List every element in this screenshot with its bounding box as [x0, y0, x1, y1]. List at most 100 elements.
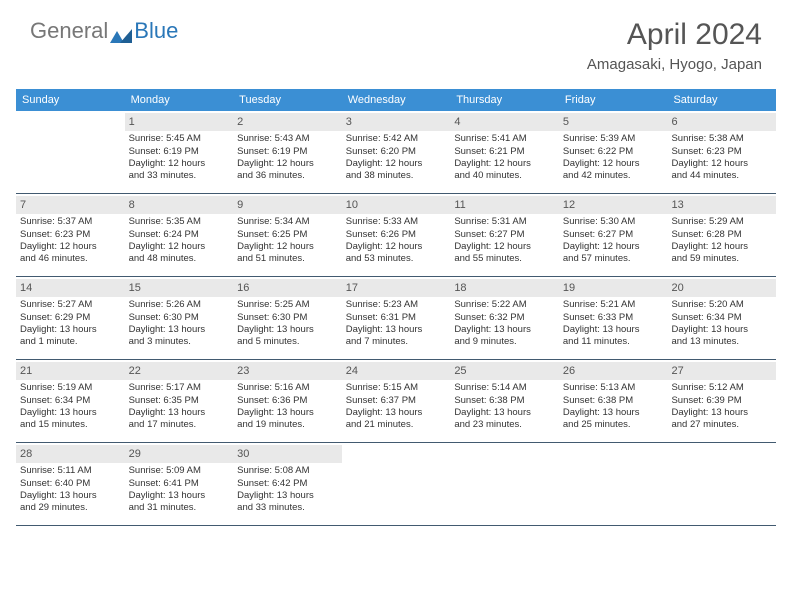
day-info-line: and 40 minutes.	[454, 170, 555, 182]
day-info-line: Sunrise: 5:16 AM	[237, 382, 338, 394]
day-info-line: Daylight: 13 hours	[671, 407, 772, 419]
day-number: 9	[233, 196, 342, 214]
day-cell: 1Sunrise: 5:45 AMSunset: 6:19 PMDaylight…	[125, 111, 234, 193]
day-number: 21	[16, 362, 125, 380]
day-cell: 5Sunrise: 5:39 AMSunset: 6:22 PMDaylight…	[559, 111, 668, 193]
day-info-line: Daylight: 13 hours	[237, 490, 338, 502]
day-info-line: and 1 minute.	[20, 336, 121, 348]
day-info-line: Daylight: 13 hours	[563, 324, 664, 336]
dow-cell: Saturday	[667, 89, 776, 111]
day-info-line: Daylight: 13 hours	[129, 324, 230, 336]
day-info-line: Daylight: 12 hours	[129, 241, 230, 253]
day-info-line: Daylight: 13 hours	[346, 324, 447, 336]
day-number: 24	[342, 362, 451, 380]
day-info-line: Daylight: 12 hours	[563, 158, 664, 170]
day-info-line: and 57 minutes.	[563, 253, 664, 265]
day-number: 27	[667, 362, 776, 380]
day-cell: 19Sunrise: 5:21 AMSunset: 6:33 PMDayligh…	[559, 277, 668, 359]
day-info-line: Daylight: 13 hours	[20, 490, 121, 502]
day-info-line: Sunrise: 5:26 AM	[129, 299, 230, 311]
day-info-line: Sunset: 6:26 PM	[346, 229, 447, 241]
day-info-line: Sunrise: 5:38 AM	[671, 133, 772, 145]
day-number: 8	[125, 196, 234, 214]
day-info-line: Daylight: 13 hours	[129, 407, 230, 419]
dow-cell: Tuesday	[233, 89, 342, 111]
day-info-line: Daylight: 12 hours	[454, 241, 555, 253]
day-info-line: Sunset: 6:22 PM	[563, 146, 664, 158]
day-info-line: Daylight: 12 hours	[346, 241, 447, 253]
day-info-line: and 38 minutes.	[346, 170, 447, 182]
week-row: 1Sunrise: 5:45 AMSunset: 6:19 PMDaylight…	[16, 111, 776, 194]
day-number: 25	[450, 362, 559, 380]
day-cell: 6Sunrise: 5:38 AMSunset: 6:23 PMDaylight…	[667, 111, 776, 193]
day-info-line: Sunset: 6:38 PM	[454, 395, 555, 407]
day-cell: 9Sunrise: 5:34 AMSunset: 6:25 PMDaylight…	[233, 194, 342, 276]
day-info-line: Sunrise: 5:45 AM	[129, 133, 230, 145]
dow-cell: Sunday	[16, 89, 125, 111]
day-cell: 18Sunrise: 5:22 AMSunset: 6:32 PMDayligh…	[450, 277, 559, 359]
header: General Blue April 2024 Amagasaki, Hyogo…	[0, 0, 792, 81]
day-info-line: Daylight: 13 hours	[237, 407, 338, 419]
day-info-line: Sunset: 6:34 PM	[671, 312, 772, 324]
day-cell: 28Sunrise: 5:11 AMSunset: 6:40 PMDayligh…	[16, 443, 125, 525]
day-info-line: Sunrise: 5:30 AM	[563, 216, 664, 228]
day-info-line: and 42 minutes.	[563, 170, 664, 182]
day-info-line: Sunrise: 5:19 AM	[20, 382, 121, 394]
day-info-line: Sunset: 6:29 PM	[20, 312, 121, 324]
day-cell: 26Sunrise: 5:13 AMSunset: 6:38 PMDayligh…	[559, 360, 668, 442]
logo: General Blue	[30, 18, 178, 44]
day-cell	[16, 111, 125, 193]
day-number: 7	[16, 196, 125, 214]
day-info-line: and 17 minutes.	[129, 419, 230, 431]
day-info-line: Sunrise: 5:20 AM	[671, 299, 772, 311]
day-info-line: Sunrise: 5:15 AM	[346, 382, 447, 394]
day-info-line: Sunrise: 5:21 AM	[563, 299, 664, 311]
day-info-line: Daylight: 12 hours	[671, 241, 772, 253]
day-cell: 25Sunrise: 5:14 AMSunset: 6:38 PMDayligh…	[450, 360, 559, 442]
dow-cell: Monday	[125, 89, 234, 111]
day-info-line: and 19 minutes.	[237, 419, 338, 431]
day-info-line: Sunset: 6:23 PM	[671, 146, 772, 158]
day-number: 22	[125, 362, 234, 380]
day-cell: 11Sunrise: 5:31 AMSunset: 6:27 PMDayligh…	[450, 194, 559, 276]
day-info-line: and 11 minutes.	[563, 336, 664, 348]
day-info-line: and 48 minutes.	[129, 253, 230, 265]
day-info-line: Sunset: 6:20 PM	[346, 146, 447, 158]
day-info-line: Sunset: 6:34 PM	[20, 395, 121, 407]
day-info-line: Daylight: 12 hours	[237, 158, 338, 170]
day-info-line: and 7 minutes.	[346, 336, 447, 348]
day-info-line: Sunrise: 5:37 AM	[20, 216, 121, 228]
day-info-line: and 31 minutes.	[129, 502, 230, 514]
day-info-line: Sunrise: 5:09 AM	[129, 465, 230, 477]
day-number: 1	[125, 113, 234, 131]
day-cell	[342, 443, 451, 525]
day-info-line: Sunset: 6:36 PM	[237, 395, 338, 407]
day-info-line: Sunset: 6:30 PM	[129, 312, 230, 324]
day-info-line: Sunset: 6:28 PM	[671, 229, 772, 241]
day-info-line: Sunrise: 5:22 AM	[454, 299, 555, 311]
day-info-line: Sunset: 6:25 PM	[237, 229, 338, 241]
day-info-line: Sunset: 6:32 PM	[454, 312, 555, 324]
day-info-line: Daylight: 12 hours	[129, 158, 230, 170]
day-info-line: Daylight: 12 hours	[671, 158, 772, 170]
day-number: 13	[667, 196, 776, 214]
day-info-line: Sunset: 6:39 PM	[671, 395, 772, 407]
day-info-line: Sunset: 6:31 PM	[346, 312, 447, 324]
day-info-line: and 46 minutes.	[20, 253, 121, 265]
day-info-line: Sunset: 6:21 PM	[454, 146, 555, 158]
location-label: Amagasaki, Hyogo, Japan	[587, 56, 762, 73]
logo-icon	[110, 23, 132, 39]
dow-cell: Thursday	[450, 89, 559, 111]
logo-text-2: Blue	[134, 18, 178, 44]
day-cell: 8Sunrise: 5:35 AMSunset: 6:24 PMDaylight…	[125, 194, 234, 276]
day-cell: 13Sunrise: 5:29 AMSunset: 6:28 PMDayligh…	[667, 194, 776, 276]
day-of-week-header: SundayMondayTuesdayWednesdayThursdayFrid…	[16, 89, 776, 111]
day-info-line: Sunrise: 5:43 AM	[237, 133, 338, 145]
day-cell: 20Sunrise: 5:20 AMSunset: 6:34 PMDayligh…	[667, 277, 776, 359]
day-info-line: and 59 minutes.	[671, 253, 772, 265]
day-info-line: Sunset: 6:35 PM	[129, 395, 230, 407]
day-info-line: Sunrise: 5:41 AM	[454, 133, 555, 145]
day-info-line: and 33 minutes.	[129, 170, 230, 182]
day-info-line: and 29 minutes.	[20, 502, 121, 514]
day-info-line: Sunset: 6:42 PM	[237, 478, 338, 490]
